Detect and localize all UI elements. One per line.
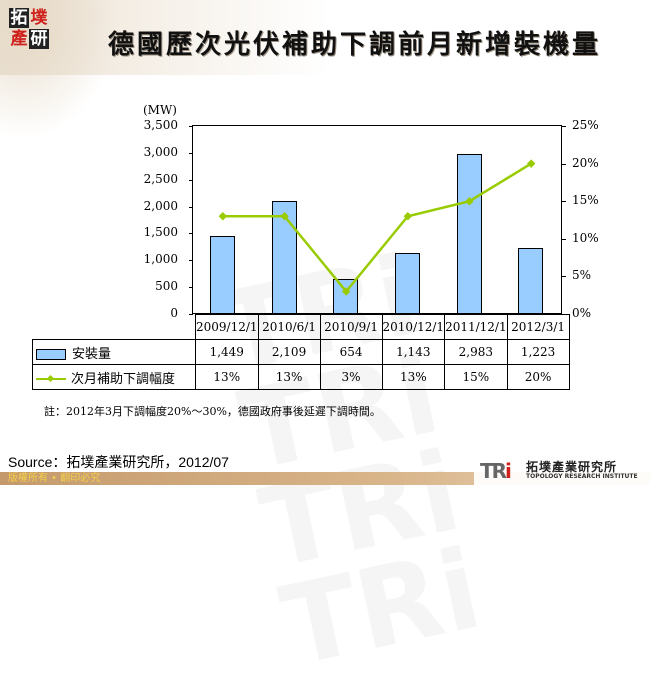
table-corner	[32, 314, 196, 340]
line-legend-marker-icon	[36, 374, 66, 384]
y-tick-label-right: 10%	[572, 230, 599, 245]
y-tick-mark	[562, 201, 566, 203]
tri-logo-en: TOPOLOGY RESEARCH INSTITUTE	[526, 473, 638, 480]
company-logo: 拓 墣 產 研	[9, 8, 49, 50]
y-tick-label-left: 500	[155, 279, 178, 294]
y-tick-mark	[189, 260, 193, 262]
legend-label: 次月補助下調幅度	[71, 371, 176, 387]
y-tick-mark	[562, 163, 566, 165]
y-tick-mark	[189, 233, 193, 235]
value-cell: 1,449	[195, 339, 259, 365]
line-marker-icon	[218, 211, 228, 221]
y-tick-label-left: 1,500	[143, 225, 178, 240]
page-title: 德國歷次光伏補助下調前月新增裝機量	[108, 30, 602, 60]
line-marker-icon	[403, 211, 413, 221]
value-cell: 2,983	[444, 339, 508, 365]
y-tick-label-left: 3,500	[143, 118, 178, 132]
y-tick-label-left: 2,500	[143, 171, 178, 186]
legend-label: 安裝量	[72, 346, 112, 362]
category-cell: 2011/12/1	[444, 314, 508, 340]
y-tick-label-left: 2,000	[143, 198, 178, 213]
y-tick-mark	[189, 126, 193, 127]
value-cell: 2,109	[257, 339, 321, 365]
copyright-text: 版權所有 • 翻印必究	[8, 473, 101, 484]
line-marker-icon	[465, 196, 474, 206]
y-tick-label-right: 15%	[572, 193, 599, 208]
bar	[456, 153, 482, 314]
category-cell: 2010/12/1	[381, 314, 446, 340]
y-tick-mark	[562, 126, 566, 127]
tri-logo: TRi 拓墣產業研究所 TOPOLOGY RESEARCH INSTITUTE	[474, 456, 650, 485]
source-text: Source：拓墣產業研究所，2012/07	[8, 454, 229, 470]
y-tick-mark	[189, 206, 193, 208]
bar-legend-swatch-icon	[36, 348, 66, 360]
tri-logo-mark: TRi	[480, 459, 512, 483]
value-cell: 1,223	[506, 339, 570, 365]
chart-note: 註：2012年3月下調幅度20%～30%，德國政府事後延遲下調時間。	[44, 405, 381, 418]
table-row: 次月補助下調幅度 13% 13% 3% 13% 15% 20%	[32, 364, 570, 390]
bar	[333, 278, 359, 314]
table-header-row: 2009/12/1 2010/6/1 2010/9/1 2010/12/1 20…	[32, 314, 570, 340]
logo-char: 產	[10, 29, 28, 49]
plot-area	[192, 125, 562, 314]
y-tick-label-left: 1,000	[143, 252, 178, 267]
value-cell: 1,143	[381, 339, 446, 365]
value-cell: 13%	[381, 364, 446, 390]
category-cell: 2012/3/1	[506, 314, 570, 340]
y-tick-mark	[189, 179, 193, 181]
y-tick-label-left: 0	[170, 306, 178, 320]
line-series	[218, 159, 536, 296]
legend-subsidy-cut: 次月補助下調幅度	[32, 364, 196, 390]
y-tick-mark	[562, 238, 566, 240]
line-marker-icon	[341, 287, 351, 296]
bar	[394, 252, 420, 314]
value-cell: 13%	[195, 364, 259, 390]
y-tick-mark	[562, 276, 566, 278]
category-cell: 2010/9/1	[319, 314, 383, 340]
combo-chart: (MW) 3,500 3,000 2,500 2,000 1,500 1,000 500 0 …	[0, 0, 650, 420]
table-row: 安裝量 1,449 2,109 654 1,143 2,983 1,223	[32, 339, 570, 365]
data-table: 2009/12/1 2010/6/1 2010/9/1 2010/12/1 20…	[32, 314, 570, 390]
logo-char: 墣	[30, 8, 48, 28]
value-cell: 654	[319, 339, 383, 365]
logo-char: 研	[29, 29, 49, 49]
category-cell: 2009/12/1	[195, 314, 259, 340]
y-tick-mark	[189, 287, 193, 289]
y-axis-left-unit: (MW)	[143, 103, 177, 117]
category-cell: 2010/6/1	[257, 314, 321, 340]
bar	[209, 236, 235, 314]
y-tick-mark	[189, 152, 193, 154]
value-cell: 13%	[257, 364, 321, 390]
y-tick-label-right: 25%	[572, 118, 599, 132]
y-tick-label-right: 5%	[572, 268, 592, 283]
value-cell: 15%	[444, 364, 508, 390]
y-tick-label-right: 0%	[572, 306, 592, 320]
tri-logo-cn: 拓墣產業研究所	[526, 460, 618, 474]
y-tick-label-right: 20%	[572, 155, 599, 170]
legend-installation: 安裝量	[32, 339, 196, 365]
bar	[518, 248, 544, 314]
y-tick-label-left: 3,000	[143, 144, 178, 159]
line-marker-icon	[280, 211, 289, 221]
logo-char: 拓	[9, 8, 29, 28]
value-cell: 20%	[506, 364, 570, 390]
value-cell: 3%	[319, 364, 383, 390]
